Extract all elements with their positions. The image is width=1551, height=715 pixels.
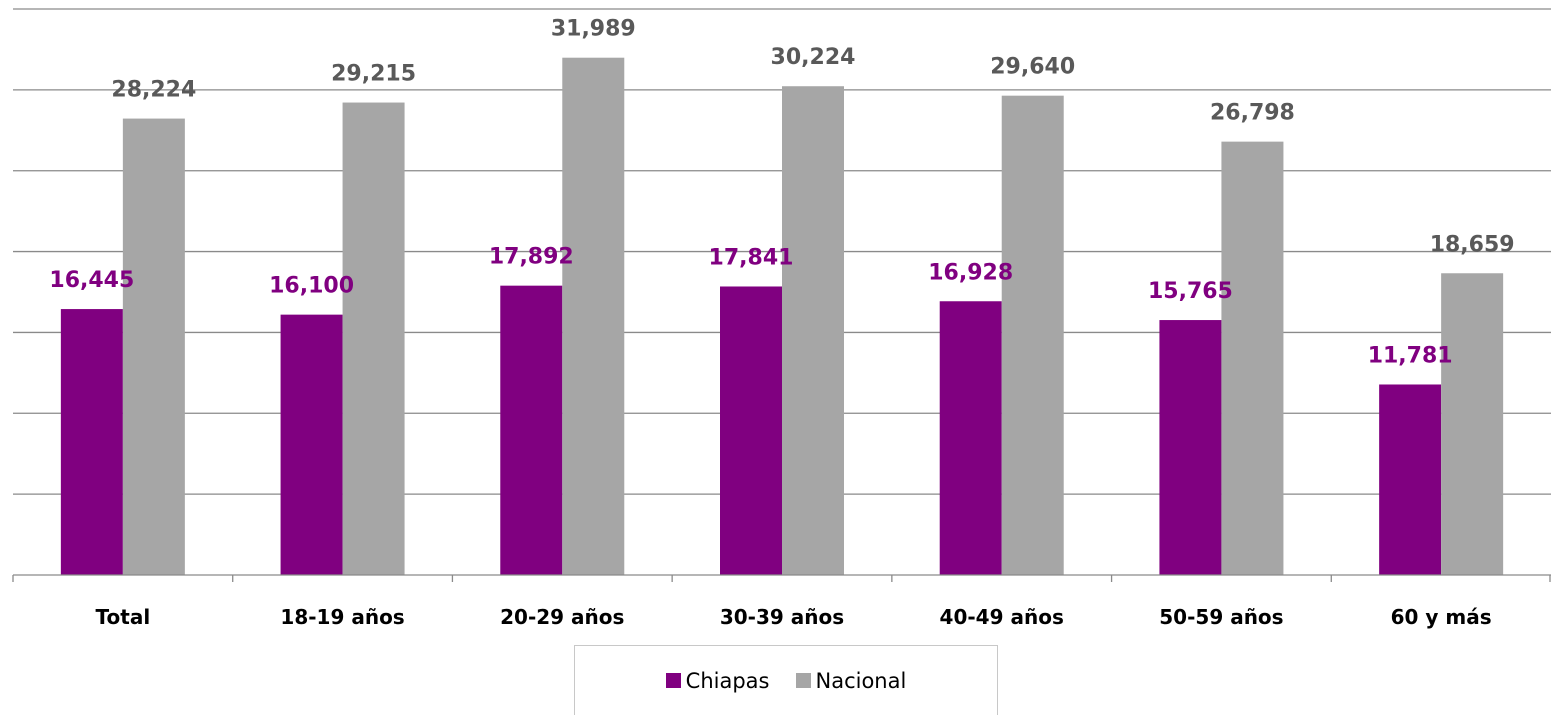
data-label-chiapas-50-59-a-os: 15,765 — [1148, 279, 1233, 304]
x-tick-label-30-39-a-os: 30-39 años — [720, 605, 844, 629]
bar-nacional-total — [122, 118, 185, 575]
legend-item-chiapas: Chiapas — [665, 668, 770, 693]
bar-chiapas-total — [60, 309, 123, 575]
legend-item-nacional: Nacional — [795, 668, 907, 693]
bar-nacional-40-49-a-os — [1001, 95, 1064, 575]
bar-nacional-60-y-m-s — [1441, 273, 1504, 575]
data-label-chiapas-60-y-m-s: 11,781 — [1368, 343, 1453, 368]
bar-nacional-20-29-a-os — [562, 57, 625, 575]
x-tick-label-20-29-a-os: 20-29 años — [500, 605, 624, 629]
x-tick-label-50-59-a-os: 50-59 años — [1159, 605, 1283, 629]
bar-chiapas-50-59-a-os — [1159, 320, 1222, 575]
bar-chiapas-20-29-a-os — [500, 285, 563, 575]
x-axis: Total 18-19 años 20-29 años 30-39 años 40-49… — [12, 574, 1551, 629]
data-label-nacional-40-49-a-os: 29,640 — [990, 55, 1075, 80]
legend-label-nacional: Nacional — [815, 668, 907, 693]
data-label-chiapas-total: 16,445 — [49, 268, 134, 293]
data-labels: 16,445 28,224 16,100 29,215 17,892 31,989 17,8… — [49, 17, 1514, 369]
legend-swatch-chiapas — [665, 673, 681, 688]
x-tick-label-18-19-a-os: 18-19 años — [280, 605, 404, 629]
x-tick-label-60-y-m-s: 60 y más — [1391, 605, 1492, 629]
bars — [60, 57, 1504, 576]
bar-nacional-18-19-a-os — [342, 102, 405, 576]
legend-label-chiapas: Chiapas — [685, 668, 770, 693]
x-tick-label-40-49-a-os: 40-49 años — [940, 605, 1064, 629]
x-tick-label-total: Total — [96, 605, 151, 629]
data-label-nacional-30-39-a-os: 30,224 — [771, 45, 856, 70]
data-label-nacional-50-59-a-os: 26,798 — [1210, 101, 1295, 126]
bar-chiapas-30-39-a-os — [720, 286, 782, 575]
legend: Chiapas Nacional — [574, 645, 998, 715]
bar-chiapas-40-49-a-os — [939, 301, 1002, 575]
legend-swatch-nacional — [795, 673, 811, 688]
data-label-chiapas-30-39-a-os: 17,841 — [709, 245, 794, 270]
bar-nacional-50-59-a-os — [1221, 141, 1284, 575]
data-label-nacional-total: 28,224 — [111, 78, 196, 103]
data-label-nacional-60-y-m-s: 18,659 — [1430, 232, 1515, 257]
data-label-nacional-20-29-a-os: 31,989 — [551, 17, 636, 42]
data-label-nacional-18-19-a-os: 29,215 — [331, 62, 416, 87]
data-label-chiapas-40-49-a-os: 16,928 — [928, 260, 1013, 285]
bar-chiapas-18-19-a-os — [280, 314, 343, 575]
data-label-chiapas-20-29-a-os: 17,892 — [489, 245, 574, 270]
bar-nacional-30-39-a-os — [782, 86, 844, 575]
data-label-chiapas-18-19-a-os: 16,100 — [269, 274, 354, 299]
bar-chiapas-60-y-m-s — [1379, 384, 1442, 575]
